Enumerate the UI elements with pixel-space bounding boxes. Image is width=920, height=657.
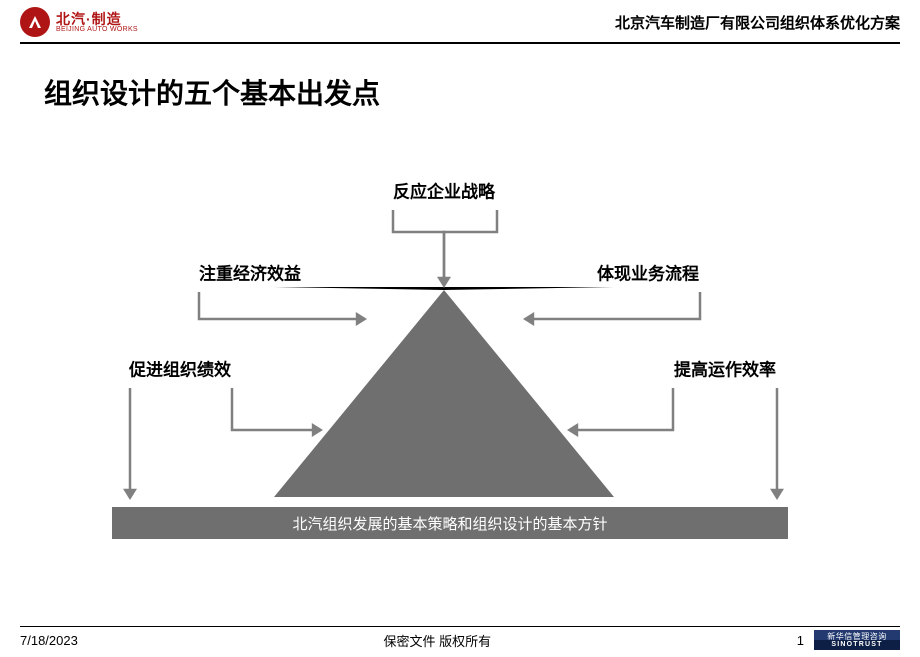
sinotrust-logo: 新华信管理咨询 SINOTRUST [814, 630, 900, 650]
footer-date: 7/18/2023 [20, 633, 78, 648]
footer: 7/18/2023 保密文件 版权所有 1 新华信管理咨询 SINOTRUST [20, 629, 900, 651]
sinotrust-cn: 新华信管理咨询 [827, 633, 887, 641]
footer-confidential: 保密文件 版权所有 [383, 631, 491, 650]
bottom-bar: 北汽组织发展的基本策略和组织设计的基本方针 [112, 507, 788, 539]
bottom-bar-label: 北汽组织发展的基本策略和组织设计的基本方针 [292, 513, 607, 534]
node-ur: 体现业务流程 [597, 260, 699, 285]
arrows [0, 0, 920, 657]
node-ll: 促进组织绩效 [129, 356, 231, 381]
footer-divider [20, 626, 900, 628]
diagram: 反应企业战略注重经济效益 体现业务流程促进组织绩效 提高运作效率 北汽组织发展的基本… [0, 0, 920, 657]
node-top: 反应企业战略 [393, 178, 495, 203]
page-number: 1 [797, 633, 804, 648]
footer-right: 1 新华信管理咨询 SINOTRUST [797, 630, 900, 650]
sinotrust-en: SINOTRUST [831, 641, 882, 648]
node-lr: 提高运作效率 [674, 356, 776, 381]
node-ul: 注重经济效益 [199, 260, 301, 285]
